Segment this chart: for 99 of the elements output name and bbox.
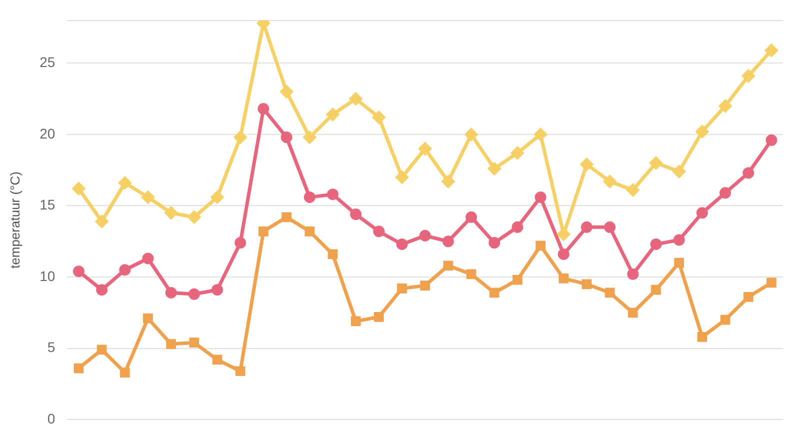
point — [143, 313, 153, 324]
point — [350, 92, 362, 106]
point — [580, 158, 593, 171]
point — [742, 70, 755, 82]
point — [466, 211, 478, 223]
point — [627, 268, 639, 280]
point — [258, 226, 268, 236]
point — [628, 308, 638, 318]
point — [211, 190, 224, 204]
point — [582, 279, 592, 290]
point — [118, 176, 132, 190]
point — [558, 248, 570, 260]
point — [673, 234, 685, 246]
point — [142, 190, 154, 204]
point — [443, 260, 454, 271]
point — [373, 226, 385, 238]
point — [397, 284, 407, 294]
point — [396, 170, 408, 184]
point — [742, 167, 754, 179]
point — [766, 134, 778, 146]
point — [442, 236, 454, 248]
point — [650, 238, 662, 250]
point — [72, 266, 84, 278]
point — [142, 252, 154, 264]
point — [534, 128, 547, 141]
point — [534, 191, 546, 203]
point — [96, 344, 107, 355]
point — [282, 212, 292, 222]
point — [119, 264, 131, 276]
point — [651, 284, 661, 295]
point — [96, 284, 108, 296]
point — [697, 332, 708, 342]
point — [465, 128, 478, 141]
point — [419, 230, 431, 242]
point — [396, 238, 408, 250]
point — [372, 111, 386, 124]
point — [720, 314, 730, 325]
point — [696, 125, 708, 138]
point — [580, 221, 592, 233]
point — [120, 368, 130, 378]
point — [558, 274, 569, 284]
point — [166, 339, 176, 349]
point — [326, 108, 339, 121]
point — [165, 286, 177, 298]
point — [557, 228, 570, 241]
point — [466, 269, 476, 280]
y-tick-label: 20 — [40, 125, 56, 142]
point — [164, 206, 178, 220]
point — [604, 288, 615, 298]
point — [418, 142, 432, 155]
point — [280, 85, 293, 98]
point — [512, 221, 524, 233]
point — [328, 249, 338, 260]
point — [303, 131, 316, 144]
y-tick-label: 25 — [40, 54, 56, 70]
point — [96, 215, 108, 228]
point — [672, 165, 686, 178]
point — [280, 132, 292, 144]
point — [350, 316, 361, 326]
point — [696, 207, 708, 219]
point — [420, 280, 430, 291]
y-tick-label: 10 — [40, 268, 56, 284]
point — [511, 146, 524, 160]
point — [626, 184, 640, 196]
y-tick-label: 15 — [40, 196, 56, 213]
point — [234, 237, 246, 249]
point — [719, 100, 732, 112]
point — [604, 221, 616, 233]
point — [304, 191, 316, 203]
point — [650, 156, 662, 170]
point — [258, 103, 270, 115]
point — [512, 274, 522, 285]
point — [350, 208, 362, 220]
point — [488, 162, 501, 175]
point — [743, 292, 754, 302]
point — [72, 182, 85, 195]
point — [536, 240, 546, 251]
point — [326, 188, 338, 200]
point — [212, 354, 222, 365]
point — [488, 237, 500, 249]
y-tick-label: 0 — [47, 410, 56, 426]
point — [766, 278, 776, 288]
y-tick-label: 5 — [47, 339, 56, 356]
point — [604, 175, 616, 188]
point — [442, 175, 454, 188]
point — [74, 363, 84, 374]
point — [489, 288, 500, 298]
point — [720, 187, 732, 199]
point — [374, 312, 384, 322]
point — [189, 338, 200, 348]
point — [212, 284, 224, 296]
point — [304, 226, 315, 236]
point — [674, 258, 684, 268]
point — [188, 288, 200, 300]
point — [234, 131, 247, 144]
point — [765, 44, 778, 57]
point — [235, 366, 246, 376]
y-axis-title: temperatuur (°C) — [7, 172, 22, 268]
point — [188, 210, 200, 224]
